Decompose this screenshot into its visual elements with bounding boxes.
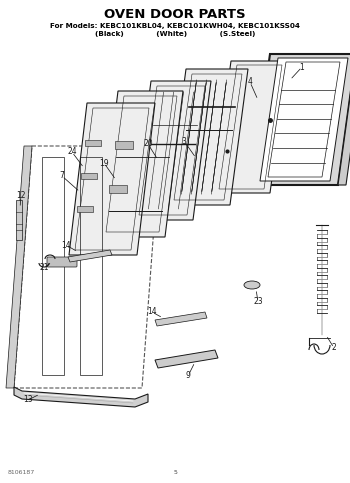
Polygon shape [69,103,155,255]
FancyBboxPatch shape [47,257,77,267]
Polygon shape [213,61,288,193]
Text: 3: 3 [182,137,187,145]
Polygon shape [68,250,112,262]
Polygon shape [252,54,350,185]
Text: 13: 13 [23,396,33,404]
Polygon shape [168,69,248,205]
Polygon shape [6,146,32,388]
Text: 4: 4 [247,77,252,86]
Bar [16,200,22,240]
Polygon shape [260,58,348,181]
Bar [81,173,97,179]
Text: 1: 1 [300,62,304,71]
Text: 21: 21 [39,264,49,272]
Text: OVEN DOOR PARTS: OVEN DOOR PARTS [104,8,246,20]
Polygon shape [155,312,207,326]
Bar [115,142,133,149]
Text: 23: 23 [253,298,263,307]
Polygon shape [14,387,148,407]
Bar [85,140,101,145]
Text: 24: 24 [67,147,77,156]
Text: 2: 2 [332,343,336,353]
Text: 20: 20 [143,140,153,148]
Polygon shape [155,350,218,368]
Text: (Black)             (White)             (S.Steel): (Black) (White) (S.Steel) [95,31,255,37]
Bar [77,206,93,213]
Text: 5: 5 [173,470,177,475]
Ellipse shape [244,281,260,289]
Polygon shape [133,81,211,220]
Text: 9: 9 [186,371,190,381]
Text: For Models: KEBC101KBL04, KEBC101KWH04, KEBC101KSS04: For Models: KEBC101KBL04, KEBC101KWH04, … [50,23,300,29]
Text: 12: 12 [16,191,26,200]
Text: 8106187: 8106187 [8,470,35,475]
Polygon shape [338,54,350,185]
Text: 14: 14 [61,241,71,250]
Text: 19: 19 [99,158,109,168]
Polygon shape [100,91,183,237]
Bar [110,185,127,193]
Text: 7: 7 [60,171,64,181]
Text: 14: 14 [147,308,157,316]
